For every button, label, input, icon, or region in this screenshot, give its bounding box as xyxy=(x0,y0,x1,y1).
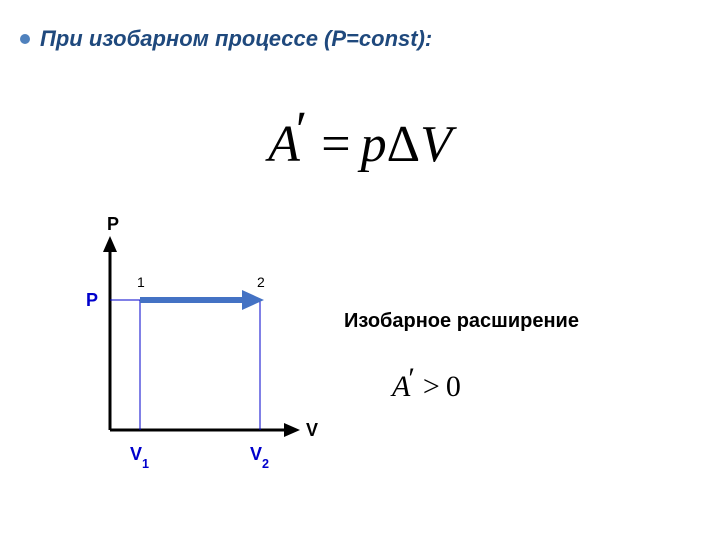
caption-text: Изобарное расширение xyxy=(344,310,579,333)
axis-label-v: V xyxy=(306,420,318,441)
tick-label-v2: V2 xyxy=(250,444,269,468)
tick-label-v1: V1 xyxy=(130,444,149,468)
pv-chart xyxy=(80,230,310,490)
tick-label-v2-sub: 2 xyxy=(262,457,269,471)
axis-label-p: P xyxy=(107,214,119,235)
formula-eq: = xyxy=(311,116,360,173)
sub-formula: A′>0 xyxy=(392,370,461,404)
formula-V: V xyxy=(420,116,452,173)
tick-label-v1-sub: 1 xyxy=(142,457,149,471)
sub-formula-zero: 0 xyxy=(446,370,461,403)
level-label-p: P xyxy=(86,290,98,311)
sub-formula-prime: ′ xyxy=(408,362,415,395)
slide-title: При изобарном процессе (P=const): xyxy=(40,26,432,52)
tick-label-v2-main: V xyxy=(250,444,262,464)
formula-p: p xyxy=(361,116,387,173)
bullet-icon xyxy=(20,34,30,44)
tick-label-v1-main: V xyxy=(130,444,142,464)
point-label-1: 1 xyxy=(137,274,145,290)
main-formula: A′=pΔV xyxy=(0,115,720,174)
formula-delta: Δ xyxy=(387,116,420,173)
point-label-2: 2 xyxy=(257,274,265,290)
slide-title-row: При изобарном процессе (P=const): xyxy=(20,26,432,52)
formula-prime: ′ xyxy=(296,102,307,159)
sub-formula-gt: > xyxy=(417,370,446,403)
